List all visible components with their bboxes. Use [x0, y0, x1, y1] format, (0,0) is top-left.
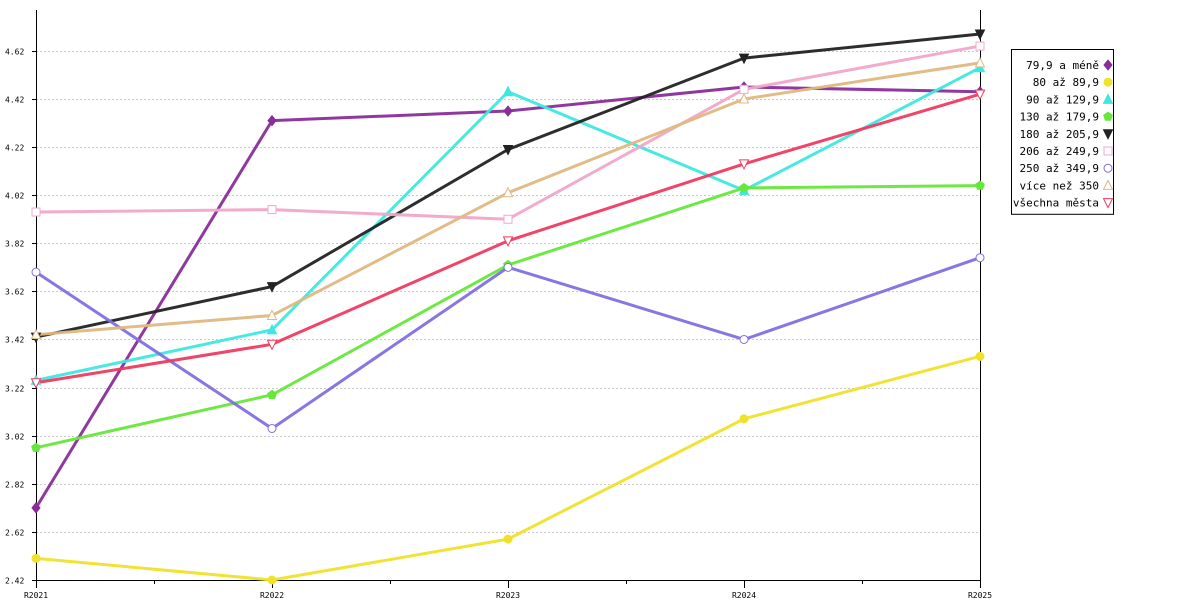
data-point [266, 339, 278, 351]
legend-marker [1103, 59, 1113, 71]
data-point [502, 186, 514, 198]
x-tick-label: R2021 [24, 591, 48, 600]
series-markers-group [31, 351, 985, 585]
x-tick-label: R2022 [260, 591, 284, 600]
data-point [503, 534, 513, 544]
data-point [974, 56, 986, 68]
legend-marker [1102, 198, 1114, 209]
legend-label: 206 až 249,9 [1020, 145, 1099, 158]
series-markers [30, 29, 986, 585]
x-tick-labels: R2021 R2022 R2023 R2024 R2025 [24, 591, 992, 600]
x-tick-label: R2024 [732, 591, 756, 600]
x-tick-label: R2025 [968, 591, 992, 600]
legend-label: 180 až 205,9 [1020, 128, 1099, 141]
series-markers-group [30, 89, 986, 389]
y-tick-label: 4.02 [5, 192, 24, 201]
data-point [503, 214, 513, 224]
legend-marker [1103, 163, 1113, 173]
legend-marker [1103, 146, 1113, 156]
legend-label: 90 až 129,9 [1026, 93, 1099, 106]
data-point [503, 105, 513, 117]
data-point [975, 41, 985, 51]
legend-marker [1103, 111, 1113, 121]
grid [36, 51, 980, 533]
data-point [738, 53, 750, 65]
data-point [31, 442, 41, 452]
data-point [267, 205, 277, 215]
series-line [34, 256, 982, 430]
legend-box [1011, 49, 1114, 215]
y-tick-label: 4.22 [5, 144, 24, 153]
y-tick-label: 2.62 [5, 529, 24, 538]
data-point [502, 85, 514, 97]
y-tick-label: 3.02 [5, 433, 24, 442]
data-point [266, 282, 278, 293]
data-point [267, 114, 277, 127]
y-tick-labels: 2.42 2.62 2.82 3.02 3.22 3.42 3.62 3.82 4.02 4.22… [5, 48, 24, 586]
legend-label: více než 350 [1020, 179, 1099, 192]
legend-label: všechna města [1013, 197, 1099, 210]
data-point [739, 182, 749, 193]
series-line [34, 184, 982, 450]
data-point [502, 236, 514, 248]
data-point [266, 309, 278, 320]
y-tick-label: 4.62 [5, 48, 24, 57]
data-point [31, 502, 41, 514]
data-point [974, 29, 986, 41]
data-point [975, 253, 985, 263]
data-point [267, 423, 277, 433]
data-point [738, 92, 750, 104]
legend-marker [1102, 129, 1114, 140]
data-point [30, 328, 42, 340]
legend: 79,9 a méně 80 až 89,9 90 až 129,9 130 až 1… [1011, 49, 1114, 215]
data-point [31, 267, 41, 277]
data-point [267, 575, 277, 585]
data-point [266, 323, 278, 335]
y-tick-label: 2.82 [5, 481, 24, 490]
y-tick-label: 3.42 [5, 336, 24, 345]
y-tick-label: 3.82 [5, 240, 24, 249]
data-point [502, 144, 514, 156]
y-tick-label: 2.42 [5, 577, 24, 586]
series-markers-group [31, 253, 985, 433]
legend-marker [1103, 77, 1113, 87]
data-point [739, 84, 749, 94]
data-point [31, 553, 41, 563]
axes [32, 10, 981, 588]
legend-label: 130 až 179,9 [1020, 111, 1099, 124]
y-tick-label: 3.62 [5, 288, 24, 297]
data-point [503, 262, 513, 272]
data-point [31, 207, 41, 217]
legend-label: 79,9 a méně [1026, 59, 1099, 72]
data-point [30, 378, 42, 389]
data-point [975, 351, 985, 361]
legend-marker [1102, 179, 1114, 190]
data-point [974, 89, 986, 101]
data-point [739, 414, 749, 424]
series-markers-group [30, 56, 986, 340]
legend-label: 80 až 89,9 [1033, 76, 1099, 89]
data-point [267, 389, 277, 399]
series-line [34, 61, 982, 337]
data-point [739, 334, 749, 344]
series-line [34, 354, 982, 582]
y-tick-label: 4.42 [5, 96, 24, 105]
data-point [975, 180, 985, 190]
series-markers-group [31, 41, 985, 224]
y-tick-label: 3.22 [5, 385, 24, 394]
x-tick-label: R2023 [496, 591, 520, 600]
legend-label: 250 až 349,9 [1020, 162, 1099, 175]
legend-marker [1102, 93, 1114, 104]
data-point [738, 159, 750, 171]
